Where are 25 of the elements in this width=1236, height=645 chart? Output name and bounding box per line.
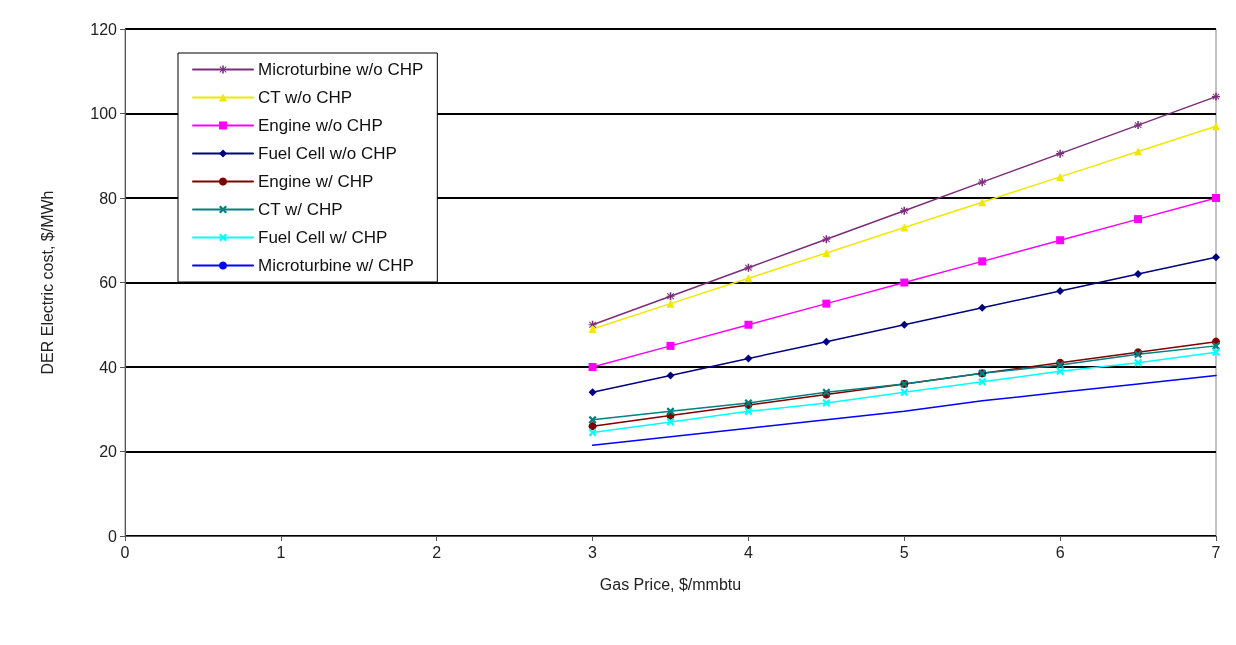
legend-label: Engine w/ CHP xyxy=(258,172,374,191)
x-tick-label: 0 xyxy=(120,543,130,561)
legend-label: Microturbine w/ CHP xyxy=(258,256,414,275)
x-tick-label: 6 xyxy=(1055,543,1065,561)
x-tick-label: 7 xyxy=(1211,543,1221,561)
y-tick-label: 0 xyxy=(108,527,118,545)
y-axis-title: DER Electric cost, $/MWh xyxy=(38,190,56,375)
y-tick-label: 60 xyxy=(99,274,118,291)
y-tick-label: 80 xyxy=(99,189,118,207)
x-tick-label: 3 xyxy=(588,543,598,561)
y-tick-label: 20 xyxy=(99,443,118,460)
x-tick-label: 4 xyxy=(743,543,753,561)
legend-label: Microturbine w/o CHP xyxy=(258,60,424,79)
x-tick-label: 1 xyxy=(276,543,286,561)
legend-label: Fuel Cell w/ CHP xyxy=(258,228,388,247)
y-tick-label: 120 xyxy=(90,20,118,38)
x-axis-title: Gas Price, $/mmbtu xyxy=(599,575,742,593)
x-tick-label: 2 xyxy=(432,543,442,561)
legend-label: CT w/ CHP xyxy=(258,200,343,219)
legend-label: CT w/o CHP xyxy=(258,88,353,107)
x-tick-label: 5 xyxy=(899,543,909,561)
legend-label: Fuel Cell w/o CHP xyxy=(258,144,397,163)
legend-label: Engine w/o CHP xyxy=(258,116,383,135)
y-tick-label: 100 xyxy=(90,105,118,122)
y-tick-label: 40 xyxy=(99,358,118,376)
